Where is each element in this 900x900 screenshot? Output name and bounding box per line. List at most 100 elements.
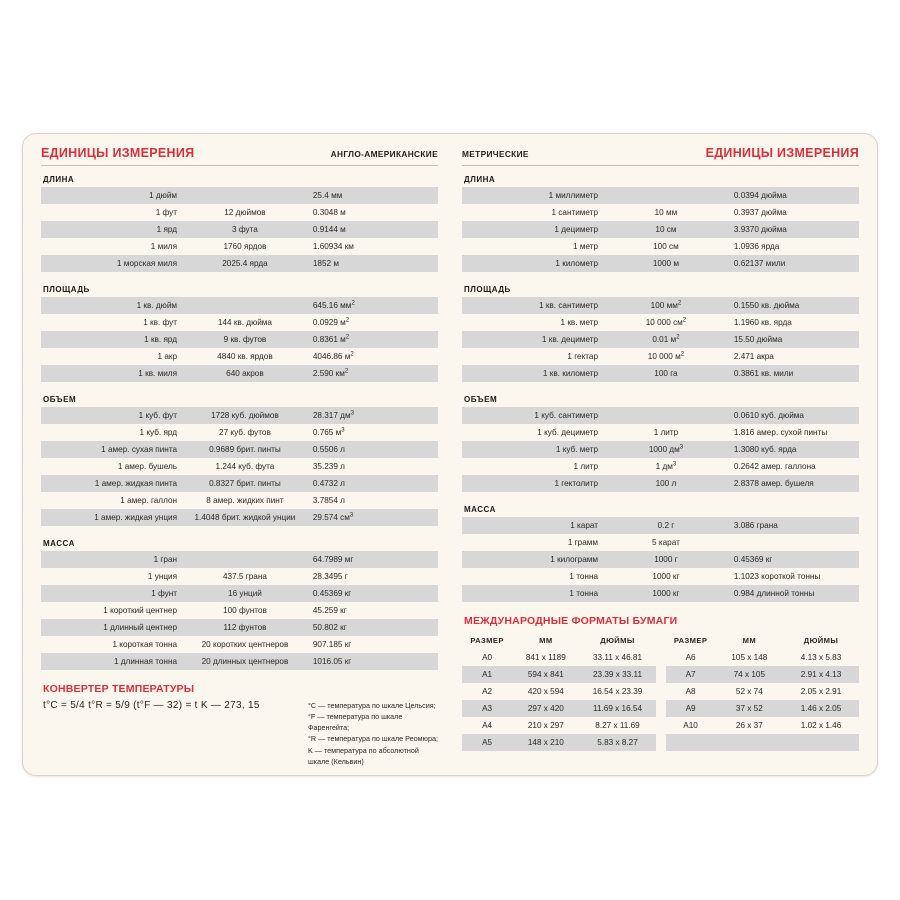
right-sections: ДЛИНА 1 миллиметр 0.0394 дюйма 1 сантиметр 1… bbox=[462, 175, 859, 602]
cell-1: 1 тонна bbox=[569, 589, 599, 598]
cell-3: 45.259 кг bbox=[312, 606, 347, 615]
temperature-legend-line-2: °R — температура по шкале Реомюра; bbox=[308, 734, 438, 744]
cell-3: 1852 м bbox=[312, 259, 339, 268]
paper-cell-1: A4 bbox=[482, 721, 493, 730]
table-row: 1 кв. километр 100 га 0.3861 кв. мили bbox=[462, 365, 859, 382]
table-row: 1 унция 437.5 грана 28.3495 г bbox=[41, 568, 438, 585]
cell-3: 1.3080 куб. ярда bbox=[733, 445, 797, 454]
left-brand-title: ЕДИНИЦЫ ИЗМЕРЕНИЯ bbox=[41, 146, 195, 160]
cell-1: 1 длинная тонна bbox=[113, 657, 178, 666]
cell-2: 10 мм bbox=[654, 208, 678, 217]
conversion-table: 1 гран 64.7989 мг 1 унция 437.5 грана 28.349… bbox=[41, 551, 438, 670]
table-row: 1 сантиметр 10 мм 0.3937 дюйма bbox=[462, 204, 859, 221]
temperature-legend: °C — температура по шкале Цельсия; °F — т… bbox=[308, 700, 438, 767]
paper-header-row: РАЗМЕР ММ ДЮЙМЫ bbox=[666, 632, 860, 649]
cell-1: 1 короткая тонна bbox=[112, 640, 178, 649]
conversion-table: 1 миллиметр 0.0394 дюйма 1 сантиметр 10 мм 0… bbox=[462, 187, 859, 272]
table-row: 1 кв. ярд 9 кв. футов 0.8361 м2 bbox=[41, 331, 438, 348]
cell-3: 0.45369 кг bbox=[312, 589, 352, 598]
cell-2: 100 л bbox=[655, 479, 677, 488]
metric-panel: МЕТРИЧЕСКИЕ ЕДИНИЦЫ ИЗМЕРЕНИЯ ДЛИНА 1 мил… bbox=[450, 134, 877, 775]
cell-2 bbox=[183, 297, 307, 314]
cell-3: 29.574 см3 bbox=[312, 512, 354, 522]
cell-2: 1 литр bbox=[653, 428, 679, 437]
paper-cell-2: 297 x 420 bbox=[527, 704, 564, 713]
anglo-section-3: МАССА 1 гран 64.7989 мг 1 унция 437.5 грана 2… bbox=[41, 539, 438, 670]
paper-cell-2: 37 x 52 bbox=[735, 704, 763, 713]
paper-cell-3: 1.46 x 2.05 bbox=[800, 704, 842, 713]
cell-1: 1 литр bbox=[573, 462, 599, 471]
cell-1: 1 фут bbox=[155, 208, 178, 217]
paper-cell-1: A0 bbox=[482, 653, 493, 662]
cell-3: 3.9370 дюйма bbox=[733, 225, 787, 234]
temperature-converter: КОНВЕРТЕР ТЕМПЕРАТУРЫ t°C = 5/4 t°R = 5/… bbox=[41, 683, 438, 767]
cell-3: 0.5506 л bbox=[312, 445, 345, 454]
paper-cell-2: 420 x 594 bbox=[527, 687, 564, 696]
table-row: 1 короткая тонна 20 коротких центнеров 907… bbox=[41, 636, 438, 653]
section-title: ДЛИНА bbox=[464, 175, 496, 184]
paper-cell-3: 16.54 x 23.39 bbox=[592, 687, 643, 696]
cell-2: 112 фунтов bbox=[223, 623, 267, 632]
cell-2: 437.5 грана bbox=[222, 572, 267, 581]
cell-1: 1 акр bbox=[157, 352, 178, 361]
cell-3: 25.4 мм bbox=[312, 191, 343, 200]
table-row: 1 куб. сантиметр 0.0610 куб. дюйма bbox=[462, 407, 859, 424]
table-row: 1 кв. миля 640 акров 2.590 км2 bbox=[41, 365, 438, 382]
table-row: 1 дюйм 25.4 мм bbox=[41, 187, 438, 204]
cell-3: 645.16 мм2 bbox=[312, 300, 355, 310]
cell-1: 1 километр bbox=[555, 259, 599, 268]
cell-2: 1000 кг bbox=[652, 572, 680, 581]
cell-3: 64.7989 мг bbox=[312, 555, 354, 564]
cell-2: 1000 м bbox=[652, 259, 679, 268]
right-panel-header: МЕТРИЧЕСКИЕ ЕДИНИЦЫ ИЗМЕРЕНИЯ bbox=[462, 146, 859, 166]
table-row: 1 кв. дюйм 645.16 мм2 bbox=[41, 297, 438, 314]
cell-3: 0.62137 мили bbox=[733, 259, 786, 268]
paper-cell-3: 1.02 x 1.46 bbox=[800, 721, 842, 730]
cell-1: 1 амер. жидкая пинта bbox=[94, 479, 178, 488]
paper-cell-3: 2.05 x 2.91 bbox=[800, 687, 842, 696]
cell-2 bbox=[183, 551, 307, 568]
cell-1: 1 кв. ярд bbox=[144, 335, 178, 344]
cell-2: 5 карат bbox=[652, 538, 680, 547]
paper-formats-title: МЕЖДУНАРОДНЫЕ ФОРМАТЫ БУМАГИ bbox=[464, 615, 678, 627]
cell-3: 28.317 дм3 bbox=[312, 410, 354, 420]
paper-cell-3: 5.83 x 8.27 bbox=[597, 738, 638, 747]
cell-1: 1 кв. фут bbox=[143, 318, 178, 327]
temperature-legend-line-0: °C — температура по шкале Цельсия; bbox=[308, 701, 436, 710]
cell-3: 0.9144 м bbox=[312, 225, 346, 234]
cell-2: 27 куб. футов bbox=[219, 428, 271, 437]
paper-header-3: ДЮЙМЫ bbox=[803, 636, 839, 645]
cell-1: 1 морская миля bbox=[116, 259, 178, 268]
cell-2: 100 мм2 bbox=[650, 300, 682, 310]
cell-1: 1 грамм bbox=[567, 538, 599, 547]
conversion-table: 1 кв. дюйм 645.16 мм2 1 кв. фут 144 кв. дюй… bbox=[41, 297, 438, 382]
cell-1: 1 гран bbox=[153, 555, 178, 564]
paper-cell-3: 23.39 x 33.11 bbox=[593, 670, 643, 679]
paper-table-right: РАЗМЕР ММ ДЮЙМЫ A6 105 x 148 4.13 x 5.83 A7 74 … bbox=[665, 632, 860, 751]
cell-3: 0.1550 кв. дюйма bbox=[733, 301, 800, 310]
cell-1: 1 гектолитр bbox=[554, 479, 599, 488]
unit-conversion-card: ЕДИНИЦЫ ИЗМЕРЕНИЯ АНГЛО-АМЕРИКАНСКИЕ ДЛИ… bbox=[22, 133, 878, 776]
cell-2: 640 акров bbox=[226, 369, 264, 378]
paper-row: A2 420 x 594 16.54 x 23.39 bbox=[462, 683, 656, 700]
cell-3: 0.0610 куб. дюйма bbox=[733, 411, 804, 420]
paper-cell-empty bbox=[666, 734, 716, 751]
cell-1: 1 амер. сухая пинта bbox=[101, 445, 178, 454]
section-title: ДЛИНА bbox=[43, 175, 75, 184]
cell-2: 1760 ярдов bbox=[223, 242, 267, 251]
paper-cell-2: 594 x 841 bbox=[527, 670, 564, 679]
paper-cell-2: 26 x 37 bbox=[735, 721, 763, 730]
cell-1: 1 амер. бушель bbox=[117, 462, 178, 471]
cell-3: 0.2642 амер. галлона bbox=[733, 462, 816, 471]
cell-1: 1 куб. ярд bbox=[139, 428, 178, 437]
paper-cell-2: 841 x 1189 bbox=[525, 653, 566, 662]
cell-1: 1 куб. дециметр bbox=[537, 428, 599, 437]
cell-2 bbox=[604, 407, 728, 424]
paper-cell-3: 33.11 x 46.81 bbox=[593, 653, 643, 662]
cell-1: 1 амер. жидкая унция bbox=[94, 513, 178, 522]
cell-1: 1 килограмм bbox=[550, 555, 599, 564]
table-row: 1 дециметр 10 см 3.9370 дюйма bbox=[462, 221, 859, 238]
anglo-section-2: ОБЪЕМ 1 куб. фут 1728 куб. дюймов 28.317 дм… bbox=[41, 395, 438, 526]
paper-row-empty bbox=[665, 734, 859, 751]
paper-header-2: ММ bbox=[539, 636, 553, 645]
